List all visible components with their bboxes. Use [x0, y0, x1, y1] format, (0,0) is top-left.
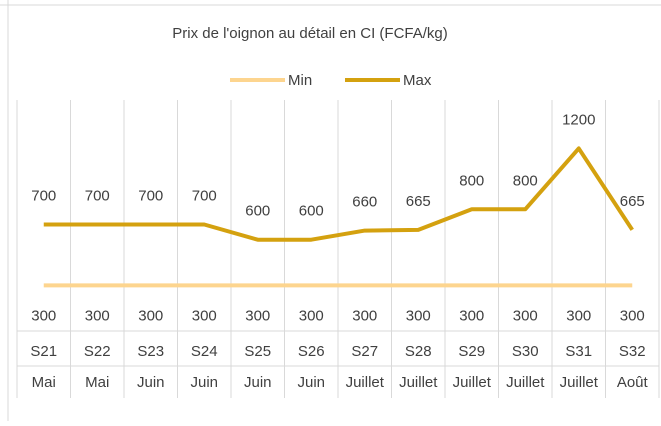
data-label: 300 — [192, 307, 217, 324]
x-tick-label: S29 — [458, 343, 485, 360]
x-tick-label: S25 — [244, 343, 271, 360]
data-label: 300 — [406, 307, 431, 324]
x-tick-label: Juin — [137, 374, 165, 391]
x-tick-label: S30 — [512, 343, 539, 360]
x-tick-label: S22 — [84, 343, 111, 360]
x-tick-label: Août — [617, 374, 649, 391]
data-label: 300 — [31, 307, 56, 324]
data-label: 600 — [299, 203, 324, 220]
x-tick-label: Juin — [244, 374, 272, 391]
data-label: 665 — [620, 193, 645, 210]
x-tick-label: Juillet — [399, 374, 438, 391]
data-label: 700 — [192, 187, 217, 204]
x-tick-label: Juillet — [506, 374, 545, 391]
legend-label: Max — [403, 72, 432, 89]
x-tick-label: S31 — [565, 343, 592, 360]
data-label: 300 — [459, 307, 484, 324]
legend-label: Min — [288, 72, 312, 89]
data-label: 600 — [245, 203, 270, 220]
data-label: 665 — [406, 193, 431, 210]
x-tick-label: S24 — [191, 343, 218, 360]
chart-title: Prix de l'oignon au détail en CI (FCFA/k… — [172, 25, 448, 42]
data-label: 300 — [352, 307, 377, 324]
data-label: 660 — [352, 194, 377, 211]
data-label: 300 — [620, 307, 645, 324]
x-tick-label: Mai — [32, 374, 56, 391]
x-tick-label: Juin — [297, 374, 325, 391]
data-label: 300 — [566, 307, 591, 324]
x-tick-label: Juillet — [453, 374, 492, 391]
data-label: 700 — [31, 187, 56, 204]
x-tick-label: S27 — [351, 343, 378, 360]
data-label: 700 — [138, 187, 163, 204]
data-label: 700 — [85, 187, 110, 204]
data-label: 800 — [513, 172, 538, 189]
x-tick-label: S28 — [405, 343, 432, 360]
x-tick-label: S21 — [30, 343, 57, 360]
x-tick-label: Juillet — [346, 374, 385, 391]
data-label: 300 — [85, 307, 110, 324]
data-label: 800 — [459, 172, 484, 189]
data-label: 1200 — [562, 111, 595, 128]
data-label: 300 — [299, 307, 324, 324]
x-tick-label: Juin — [190, 374, 218, 391]
data-label: 300 — [138, 307, 163, 324]
x-tick-label: S26 — [298, 343, 325, 360]
x-tick-label: Juillet — [560, 374, 599, 391]
x-tick-label: S32 — [619, 343, 646, 360]
x-tick-label: S23 — [137, 343, 164, 360]
data-label: 300 — [513, 307, 538, 324]
data-label: 300 — [245, 307, 270, 324]
series-line — [43, 146, 634, 242]
x-tick-label: Mai — [85, 374, 109, 391]
